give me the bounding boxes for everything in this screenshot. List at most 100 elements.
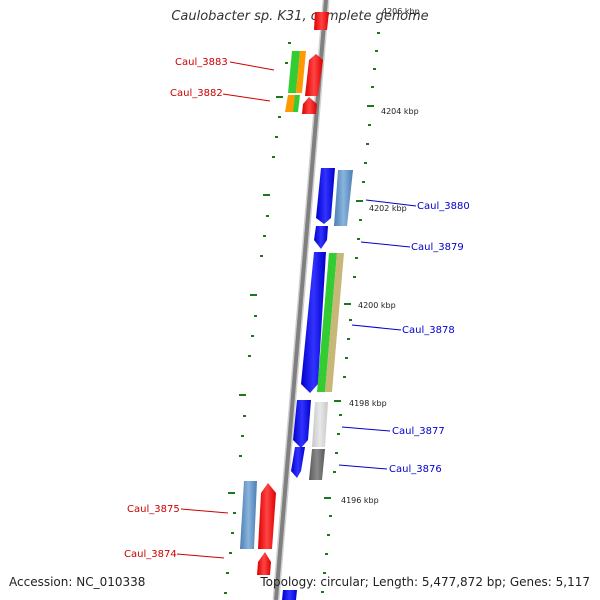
map-title: Caulobacter sp. K31, complete genome [171,9,429,24]
tick-mark [243,415,246,417]
cds-caul-3875-blast[interactable] [240,481,257,549]
scale-ticks [224,32,380,594]
gene-label-caul-3882[interactable]: Caul_3882 [170,88,223,99]
tick-mark [337,433,340,435]
tick-mark [266,215,269,217]
tick-mark [226,572,229,574]
leader-caul-3874 [176,553,225,559]
tick-mark [347,338,350,340]
tick-mark [254,315,257,317]
tick-mark [343,376,346,378]
tick-mark [323,572,326,574]
tick-mark [288,42,291,44]
gene-label-caul-3876[interactable]: Caul_3876 [389,464,442,475]
tick-mark-major [334,400,341,402]
cds-caul-3878-orf-tan[interactable] [325,253,344,392]
tick-mark [335,452,338,454]
tick-mark [366,143,369,145]
tick-mark-major [367,105,374,107]
tick-mark [272,156,275,158]
tick-mark [364,162,367,164]
cds-caul-3878-orf-green[interactable] [317,253,337,392]
tick-mark-major [239,394,246,396]
tick-mark-major [263,194,270,196]
tick-mark [260,255,263,257]
cds-caul-3873[interactable] [282,590,297,600]
kbp-label-4200: 4200 kbp [358,301,396,310]
cds-caul-3876[interactable] [291,447,305,478]
leader-caul-3878 [351,324,402,331]
tick-mark [233,512,236,514]
tick-mark-major [324,497,331,499]
tick-mark [224,592,227,594]
cds-caul-3879[interactable] [314,226,328,249]
tick-mark [251,335,254,337]
tick-mark [229,552,232,554]
tick-mark [359,219,362,221]
cds-caul-3875[interactable] [258,483,276,549]
tick-mark [241,435,244,437]
tick-mark [333,471,336,473]
tick-mark [353,276,356,278]
kbp-label-4196: 4196 kbp [341,496,379,505]
topology-text: Topology: circular; Length: 5,477,872 bp… [260,575,590,589]
tick-mark [248,355,251,357]
cds-caul-3874[interactable] [257,552,271,575]
gene-label-caul-3875[interactable]: Caul_3875 [127,504,180,515]
backbone-line [274,0,328,600]
cds-caul-3878[interactable] [301,252,326,393]
leader-caul-3883 [229,61,275,71]
tick-mark [327,534,330,536]
tick-mark [357,238,360,240]
leader-caul-3877 [341,426,391,432]
tick-mark [368,124,371,126]
leader-caul-3875 [180,508,229,514]
gene-label-caul-3874[interactable]: Caul_3874 [124,549,177,560]
cds-caul-3880[interactable] [316,168,335,224]
orf-caul-3883-orange[interactable] [296,51,306,93]
tick-mark [362,181,365,183]
tick-mark [321,591,324,593]
tick-mark [377,32,380,34]
tick-mark [371,86,374,88]
tick-mark [275,136,278,138]
tick-mark [231,532,234,534]
cds-caul-3876-blast[interactable] [309,449,325,480]
kbp-label-4206: 4206 kbp [382,7,420,16]
tick-mark [373,68,376,70]
tick-mark-major [250,294,257,296]
tick-mark [325,553,328,555]
tick-mark [329,515,332,517]
gene-label-caul-3879[interactable]: Caul_3879 [411,242,464,253]
gene-label-caul-3883[interactable]: Caul_3883 [175,57,228,68]
leader-caul-3879 [360,241,411,248]
leader-caul-3882 [222,93,271,102]
accession-text: Accession: NC_010338 [9,575,146,589]
tick-mark-major [228,492,235,494]
tick-mark [345,357,348,359]
cds-caul-3880-blast[interactable] [334,170,353,226]
tick-mark [263,235,266,237]
tick-mark-major [276,96,283,98]
tick-mark [285,62,288,64]
cds-caul-3877-blast[interactable] [312,402,328,447]
tick-mark [278,116,281,118]
gene-label-caul-3880[interactable]: Caul_3880 [417,201,470,212]
gene-label-caul-3877[interactable]: Caul_3877 [392,426,445,437]
orf-caul-3882-green[interactable] [293,95,300,112]
kbp-label-4204: 4204 kbp [381,107,419,116]
tick-mark [355,257,358,259]
cds-caul-3882[interactable] [302,97,317,114]
tick-mark [339,414,342,416]
tick-mark-major [356,200,363,202]
cds-caul-3883[interactable] [305,54,323,96]
cds-caul-3877[interactable] [293,400,311,448]
gene-label-caul-3878[interactable]: Caul_3878 [402,325,455,336]
tick-mark [375,50,378,52]
leader-caul-3880 [365,199,417,207]
cds-caul-3884[interactable] [314,12,329,30]
tick-mark [349,319,352,321]
tick-mark-major [344,303,351,305]
